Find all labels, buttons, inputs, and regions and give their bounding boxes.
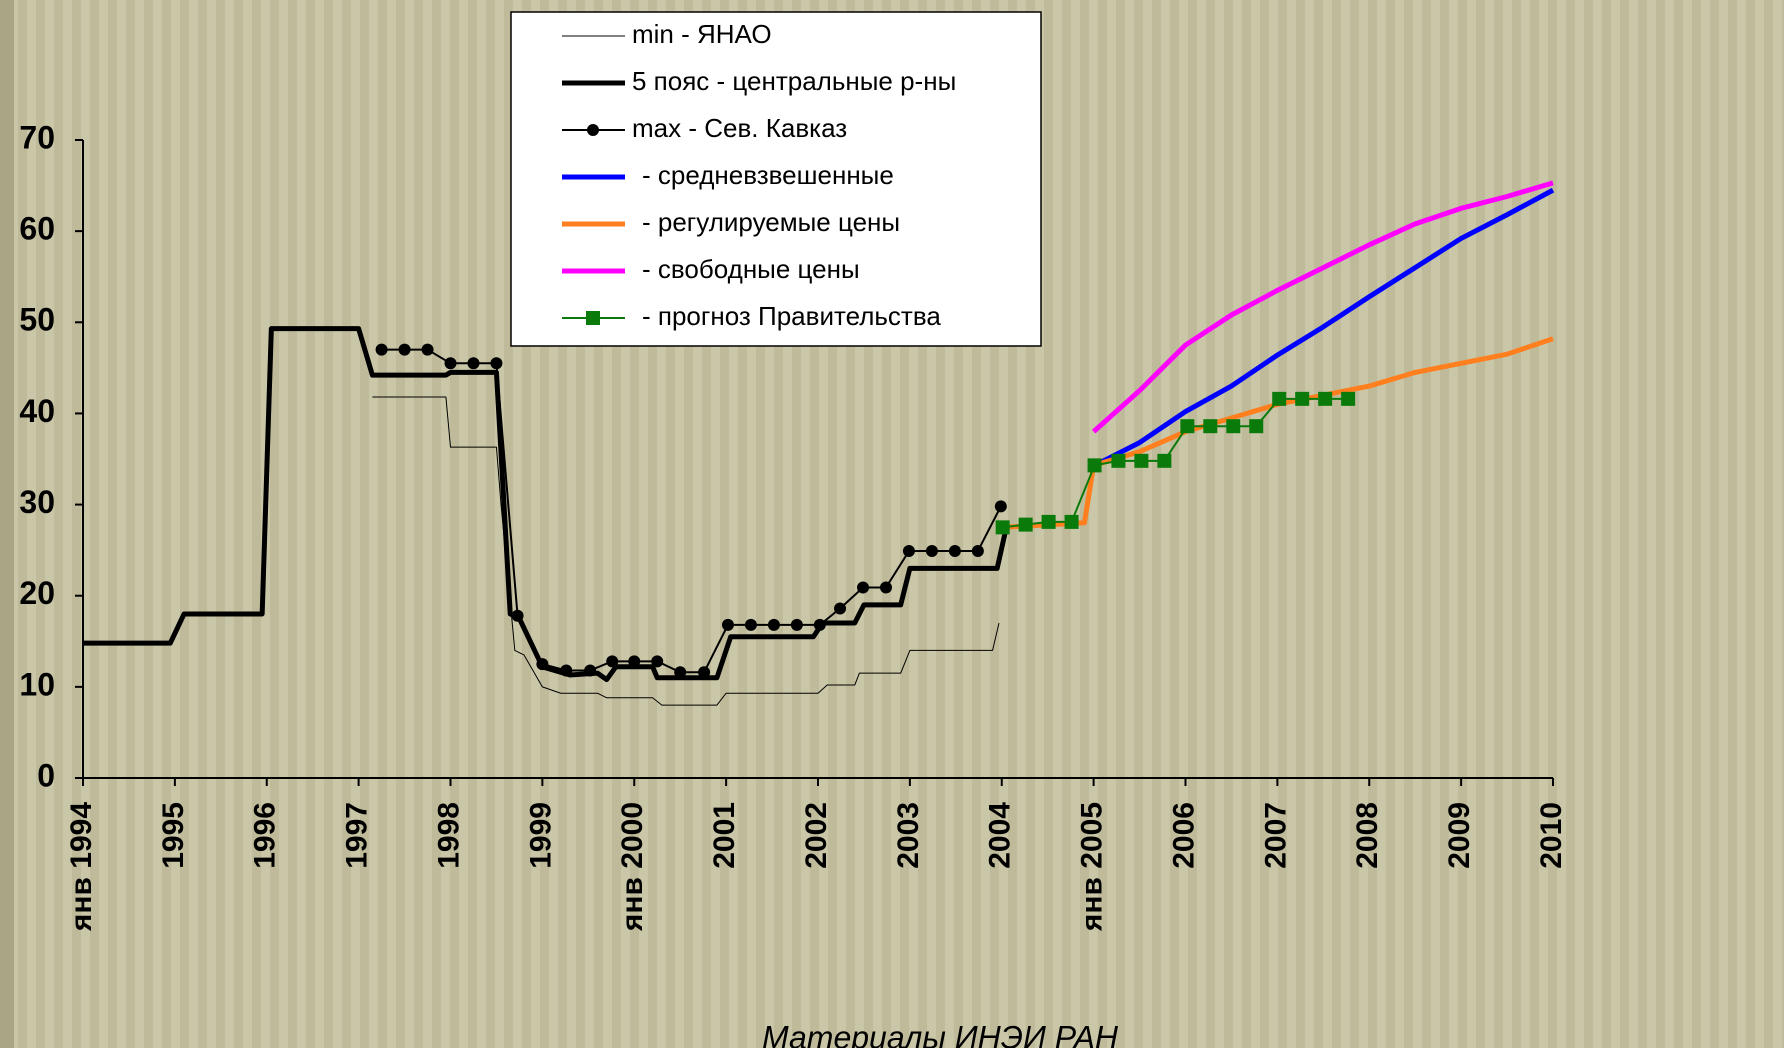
marker [1041,514,1056,529]
x-tick-label: 2003 [892,802,925,869]
plot: 0 10 20 30 40 50 60 70 янв 1994 1995 1996 1997 1998 1… [19,119,1568,932]
marker [995,520,1010,535]
marker [857,581,870,594]
marker [767,618,780,631]
marker [698,666,711,679]
marker [536,658,549,671]
marker [1064,514,1079,529]
marker [1111,453,1126,468]
x-tick-label: 2007 [1259,802,1292,869]
marker [444,357,457,370]
x-tick-label: янв 2005 [1076,802,1109,932]
x-tick-label: 2008 [1351,802,1384,869]
marker [490,357,503,370]
series-line [83,326,1009,683]
marker [1157,453,1172,468]
marker [1318,391,1333,406]
y-tick-label: 10 [19,666,55,702]
marker [902,545,915,558]
marker [1249,419,1264,434]
legend-label: 5 пояс - центральные р-ны [632,66,956,96]
marker [971,545,984,558]
x-tick-label: 1999 [524,802,557,869]
y-tick-label: 20 [19,575,55,611]
marker [834,602,847,615]
annotation: Материалы ИНЭИ РАН [762,1019,1119,1048]
x-tick-label: 1995 [157,802,190,869]
marker [1341,391,1356,406]
marker [587,124,599,136]
legend-label: min - ЯНАО [632,19,772,49]
left-band [0,0,14,1048]
marker [584,664,597,677]
x-tick-label: 2006 [1167,802,1200,869]
legend: min - ЯНАО 5 пояс - центральные р-ны max -… [510,11,1042,347]
marker [674,666,687,679]
marker [879,581,892,594]
x-tick-label: 2004 [984,802,1017,869]
x-tick-label: 2009 [1443,802,1476,869]
y-tick-label: 0 [37,757,55,793]
marker [1295,391,1310,406]
marker [721,618,734,631]
x-tick-label: 2002 [800,802,833,869]
series-line [1091,180,1554,434]
x-tick-label: янв 1994 [65,802,98,932]
series-line [381,348,1002,674]
y-tick-label: 30 [19,484,55,520]
marker [606,655,619,668]
marker [560,664,573,677]
marker [511,609,524,622]
marker [813,618,826,631]
marker [1226,419,1241,434]
marker [421,343,434,356]
x-tick-label: 1996 [249,802,282,869]
legend-label: - свободные цены [642,254,860,284]
series-line [1097,187,1555,466]
series-line [1002,397,1349,529]
marker [1203,419,1218,434]
marker [586,311,600,325]
x-tick-label: янв 2000 [616,802,649,932]
series-line [372,396,1000,706]
x-tick-label: 1998 [432,802,465,869]
x-tick-label: 2010 [1535,802,1568,869]
legend-label: - регулируемые цены [642,207,900,237]
y-tick-label: 40 [19,393,55,429]
marker [398,343,411,356]
marker [1087,458,1102,473]
marker [790,618,803,631]
marker [1134,453,1149,468]
marker [994,500,1007,513]
legend-label: - прогноз Правительства [642,301,941,331]
x-tick-label: 1997 [341,802,374,869]
marker [925,545,938,558]
marker [1272,391,1287,406]
x-tick-label: 2001 [708,802,741,869]
y-tick-label: 60 [19,211,55,247]
marker [1018,517,1033,532]
marker [628,655,641,668]
marker [467,357,480,370]
legend-label: - средневзвешенные [642,160,894,190]
marker [744,618,757,631]
y-tick-label: 50 [19,302,55,338]
marker [948,545,961,558]
y-tick-label: 70 [19,119,55,155]
legend-label: max - Сев. Кавказ [632,113,847,143]
marker [375,343,388,356]
marker [651,655,664,668]
marker [1180,419,1195,434]
